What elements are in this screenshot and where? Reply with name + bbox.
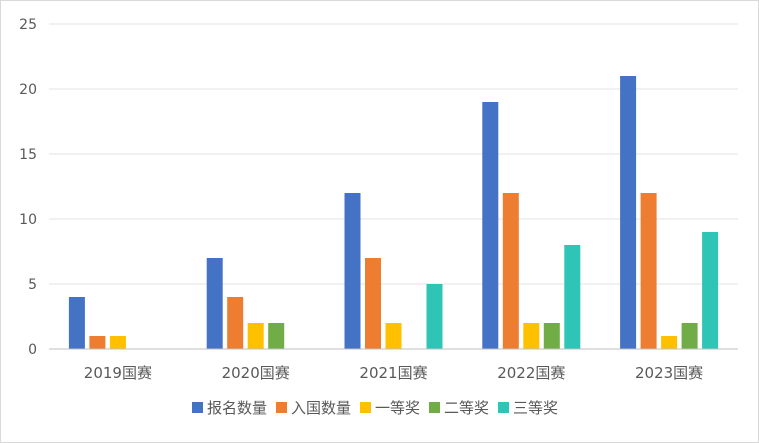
bar [681,323,698,349]
bar [702,232,719,349]
bar [482,102,499,349]
legend-swatch [498,402,509,413]
bar [640,193,657,349]
y-tick-label: 5 [28,277,37,293]
bar [227,297,244,349]
legend-label: 一等奖 [375,399,420,417]
bar [247,323,264,349]
y-axis-ticks: 0 5 10 15 20 25 [19,17,37,358]
bar [365,258,381,349]
bar [543,323,560,349]
legend-label: 二等奖 [444,399,489,417]
bar [385,323,402,349]
legend-label: 入国数量 [291,399,351,417]
bar [502,193,519,349]
bar [620,76,637,349]
bar [523,323,540,349]
x-category-label: 2021国赛 [359,364,427,382]
y-tick-label: 10 [19,212,37,228]
bar [426,284,443,349]
y-tick-label: 0 [28,342,37,358]
bar [109,336,126,349]
bar [564,245,581,349]
bar [268,323,285,349]
bar [89,336,106,349]
x-category-label: 2022国赛 [497,364,565,382]
legend-swatch [360,402,371,413]
x-category-label: 2023国赛 [635,364,703,382]
bar [206,258,223,349]
y-tick-label: 15 [19,147,37,163]
bars [68,76,719,349]
x-axis-categories: 2019国赛 2020国赛 2021国赛 2022国赛 2023国赛 [84,364,703,382]
legend-swatch [192,402,203,413]
x-category-label: 2019国赛 [84,364,152,382]
legend-label: 报名数量 [207,399,267,417]
x-category-label: 2020国赛 [222,364,290,382]
bar [68,297,85,349]
y-tick-label: 25 [19,17,37,33]
y-tick-label: 20 [19,82,37,98]
legend: 报名数量 入国数量 一等奖 二等奖 三等奖 [192,399,558,417]
legend-label: 三等奖 [513,399,558,417]
bar [344,193,361,349]
legend-swatch [429,402,440,413]
legend-swatch [276,402,287,413]
bar [661,336,678,349]
